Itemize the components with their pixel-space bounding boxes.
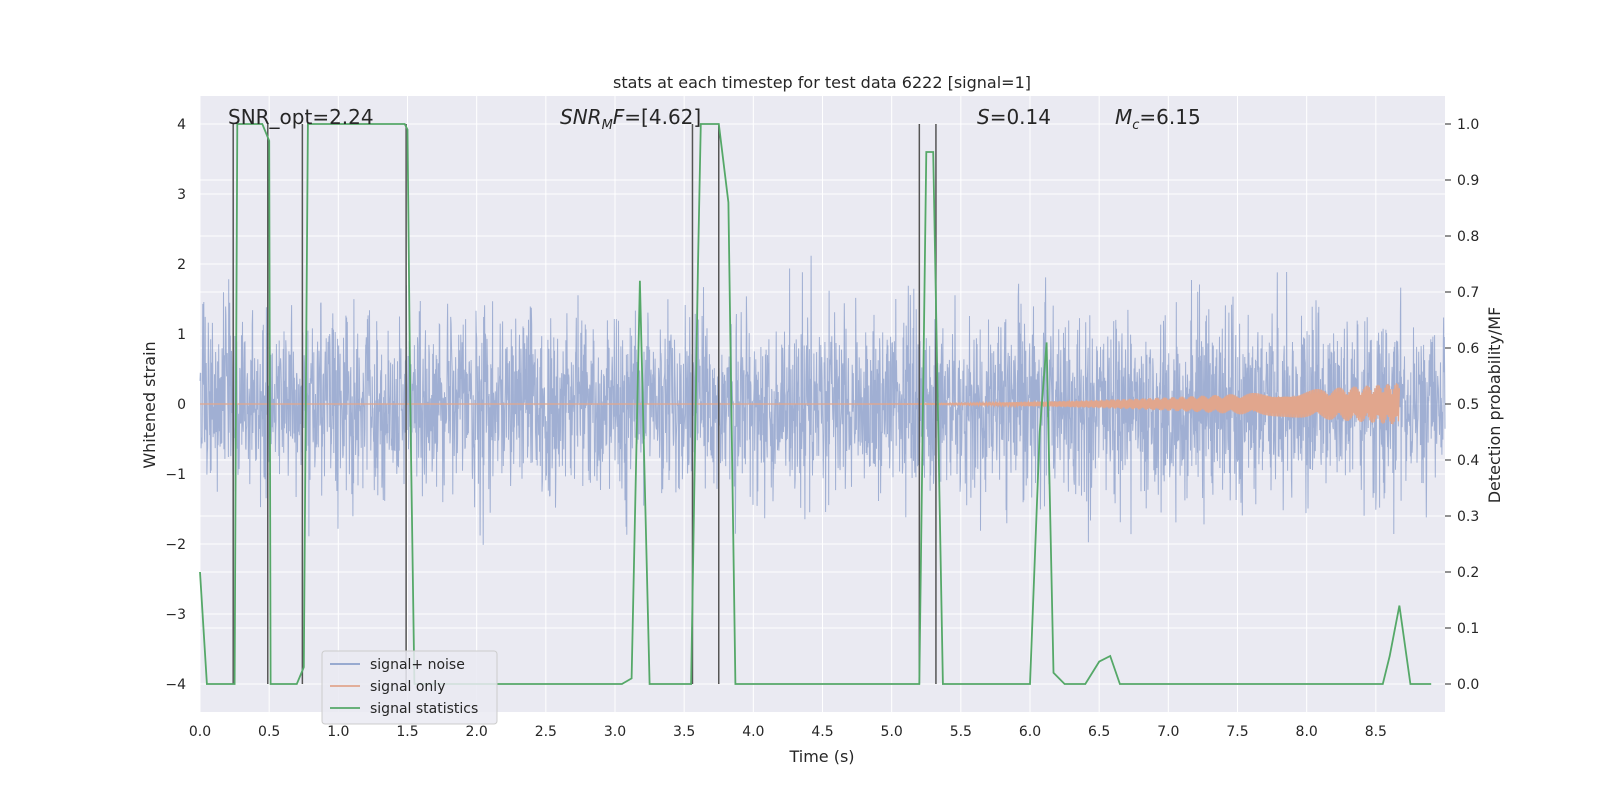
signal-line (200, 383, 1401, 425)
y-right-tick-label: 0.8 (1457, 229, 1479, 245)
noise-line (199, 255, 1446, 545)
vertical-markers (232, 124, 937, 684)
mc-annotation: Mc=6.15 (1115, 105, 1201, 133)
y-left-tick-label: −1 (165, 467, 186, 483)
y-right-tick-label: 0.3 (1457, 509, 1479, 525)
y-right-tick-label: 0.1 (1457, 621, 1479, 637)
y-right-axis-ticks: 0.0 0.1 0.2 0.3 0.4 0.5 0.6 0.7 0.8 0.9 1.0 (1445, 117, 1479, 693)
x-tick-label: 7.0 (1157, 724, 1179, 740)
legend-label-noise: signal+ noise (370, 657, 465, 673)
signal-statistics-series (199, 123, 1432, 685)
legend: signal+ noise signal only signal statist… (321, 650, 498, 725)
x-axis-label: Time (s) (788, 747, 854, 766)
y-left-tick-label: 1 (177, 327, 186, 343)
y-left-tick-label: 3 (177, 187, 186, 203)
y-left-tick-label: 2 (177, 257, 186, 273)
x-tick-label: 2.5 (535, 724, 557, 740)
chart-title: stats at each timestep for test data 622… (613, 73, 1031, 92)
x-tick-label: 0.5 (258, 724, 280, 740)
y-right-axis-label: Detection probability/MF (1485, 307, 1504, 504)
y-left-tick-label: −3 (165, 607, 186, 623)
x-tick-label: 1.0 (327, 724, 349, 740)
y-left-tick-label: 0 (177, 397, 186, 413)
x-axis-ticks: 0.0 0.5 1.0 1.5 2.0 2.5 3.0 3.5 4.0 4.5 5.0 5.5 6.0 6… (189, 724, 1387, 740)
y-right-tick-label: 0.7 (1457, 285, 1479, 301)
legend-box (321, 650, 498, 725)
x-tick-label: 5.5 (950, 724, 972, 740)
y-right-tick-label: 0.2 (1457, 565, 1479, 581)
legend-label-signal: signal only (370, 679, 445, 695)
y-right-tick-label: 0.5 (1457, 397, 1479, 413)
x-tick-label: 7.5 (1226, 724, 1248, 740)
x-tick-label: 6.0 (1019, 724, 1041, 740)
x-tick-label: 4.5 (811, 724, 833, 740)
x-tick-label: 3.0 (604, 724, 626, 740)
stats-line (199, 123, 1432, 685)
y-right-tick-label: 0.6 (1457, 341, 1479, 357)
y-left-axis-ticks: −4 −3 −2 −1 0 1 2 3 4 (165, 117, 186, 693)
x-tick-label: 8.5 (1365, 724, 1387, 740)
x-tick-label: 6.5 (1088, 724, 1110, 740)
x-tick-label: 1.5 (396, 724, 418, 740)
x-tick-label: 8.0 (1296, 724, 1318, 740)
y-left-tick-label: −2 (165, 537, 186, 553)
x-tick-label: 4.0 (742, 724, 764, 740)
y-left-tick-label: 4 (177, 117, 186, 133)
x-tick-label: 5.0 (881, 724, 903, 740)
signal-only-series (200, 383, 1401, 425)
x-tick-label: 3.5 (673, 724, 695, 740)
x-tick-label: 0.0 (189, 724, 211, 740)
y-left-axis-label: Whitened strain (140, 341, 159, 468)
y-right-tick-label: 0.0 (1457, 677, 1479, 693)
s-annotation: S=0.14 (977, 105, 1051, 129)
snr-mf-annotation: SNRMF=[4.62] (560, 105, 701, 133)
y-right-tick-label: 1.0 (1457, 117, 1479, 133)
noise-series (199, 255, 1446, 545)
legend-label-stats: signal statistics (370, 701, 478, 717)
y-right-tick-label: 0.9 (1457, 173, 1479, 189)
x-tick-label: 2.0 (466, 724, 488, 740)
y-right-tick-label: 0.4 (1457, 453, 1479, 469)
snr-opt-annotation: SNR_opt=2.24 (228, 105, 374, 129)
y-left-tick-label: −4 (165, 677, 186, 693)
